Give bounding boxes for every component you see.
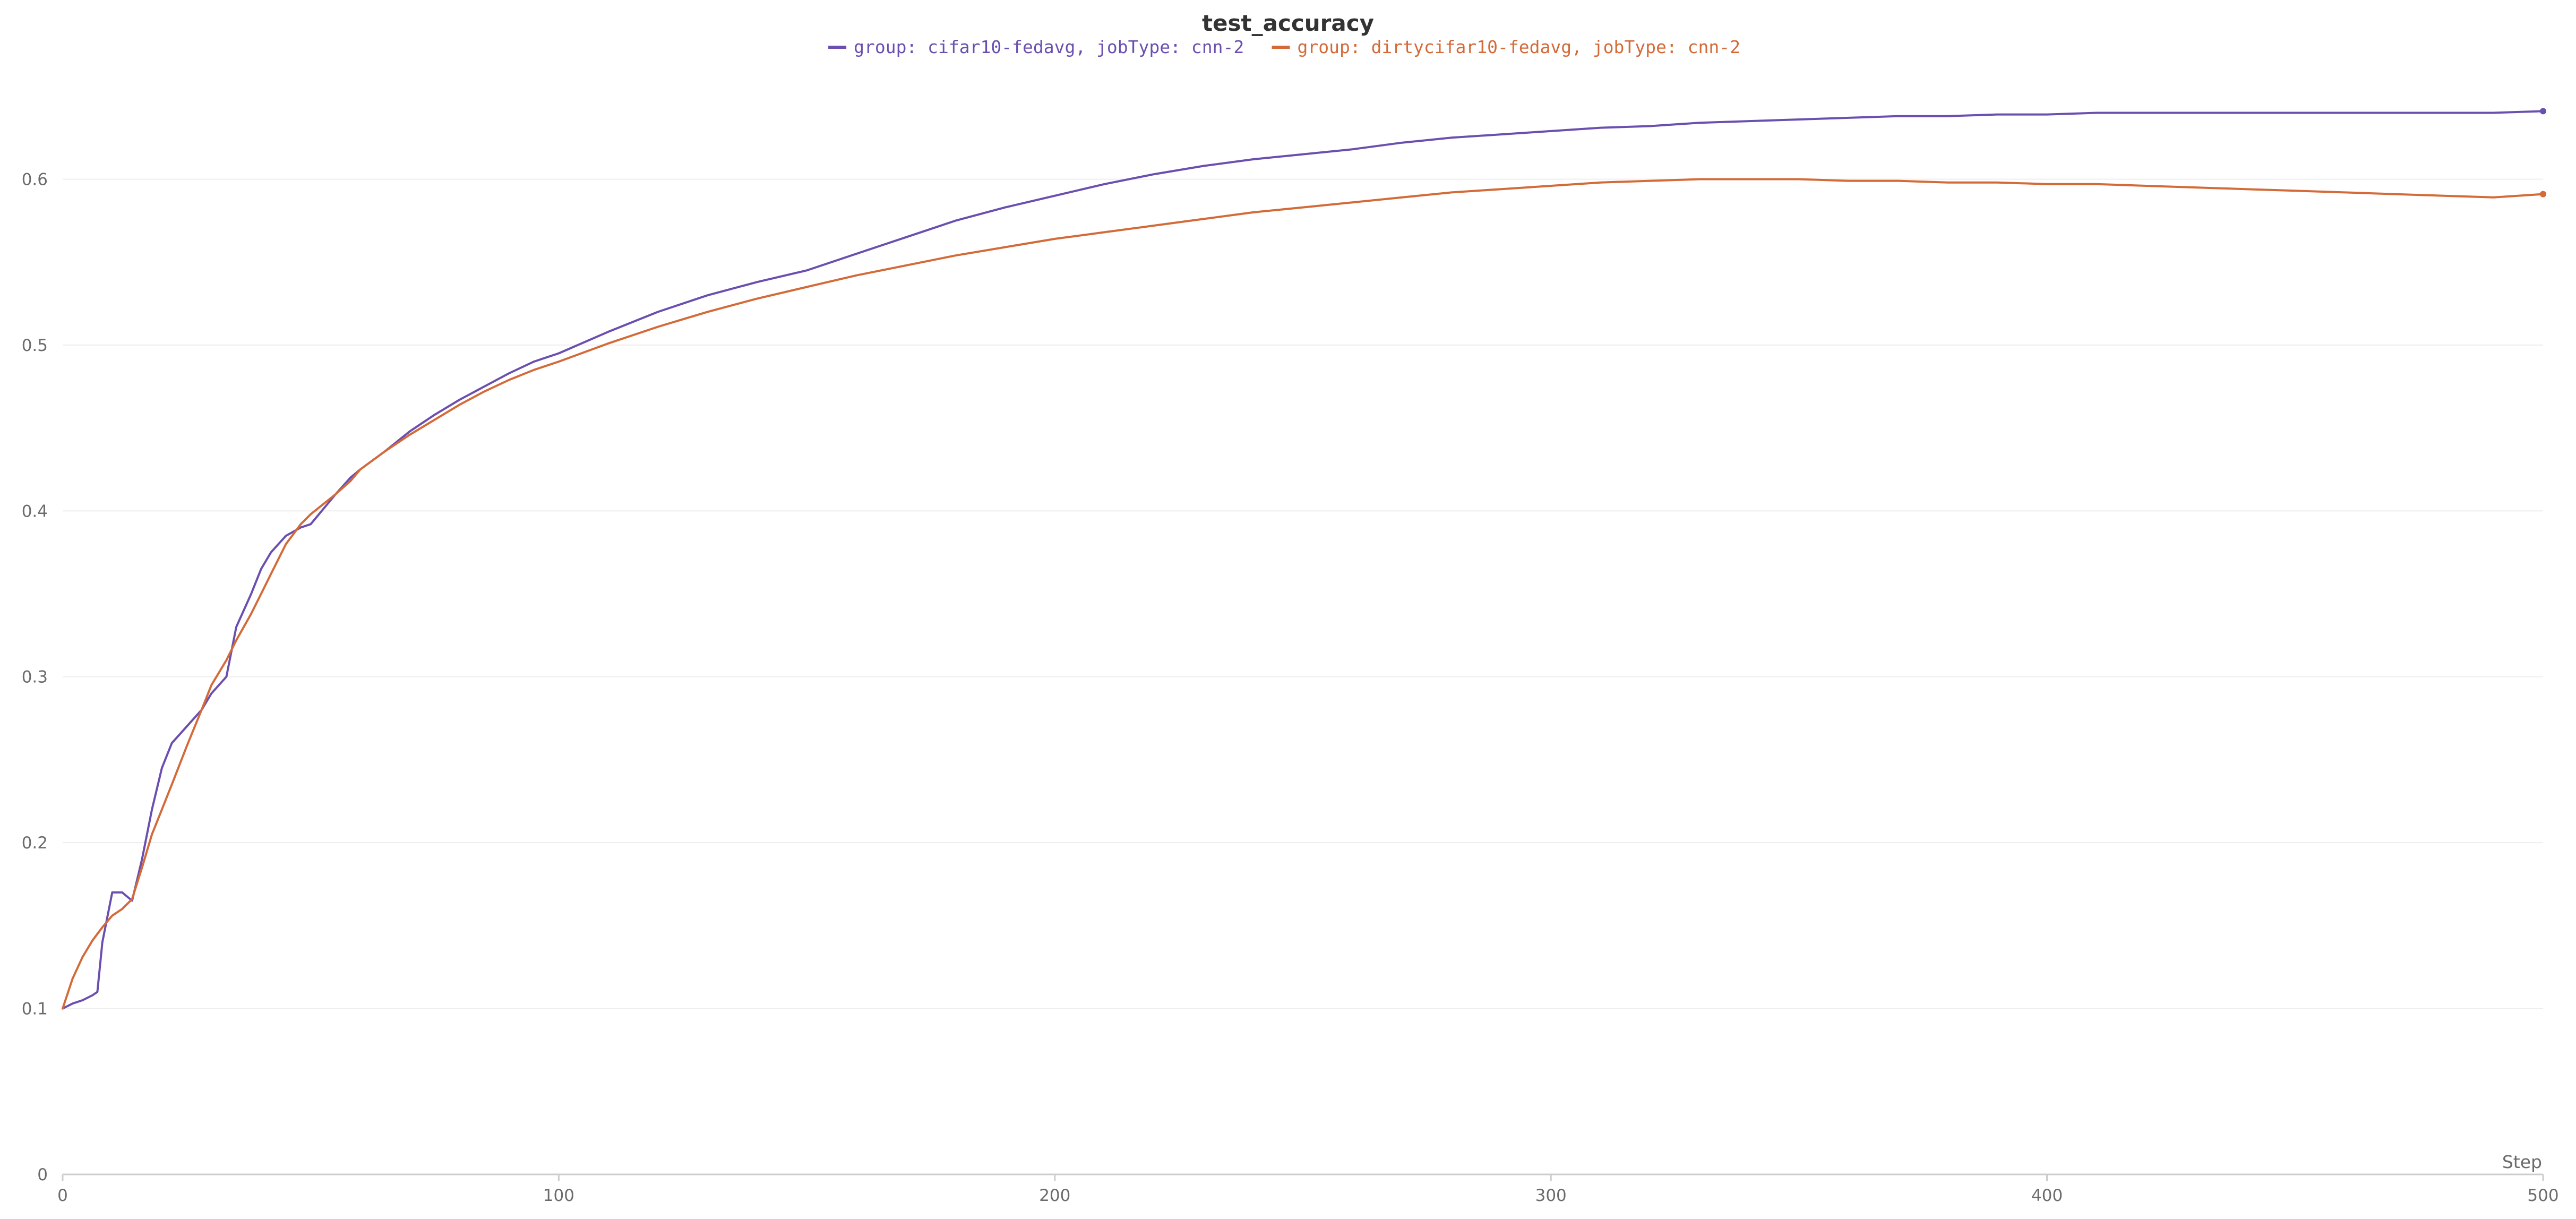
x-axis-label: Step [2502,1152,2542,1172]
x-tick-label: 500 [2527,1186,2558,1205]
x-axis-ticks: 0 100 200 300 400 500 [57,1174,2559,1205]
legend-label: group: dirtycifar10-fedavg, jobType: cnn… [1298,37,1740,57]
x-tick-label: 300 [1535,1186,1567,1205]
y-tick-label: 0.3 [22,668,48,687]
y-tick-label: 0.4 [22,502,48,521]
x-tick-label: 200 [1039,1186,1070,1205]
gridlines [63,178,2543,1009]
y-tick-label: 0.1 [22,1000,48,1019]
x-tick-label: 400 [2031,1186,2063,1205]
y-axis-ticks: 0 0.1 0.2 0.3 0.4 0.5 0.6 [22,170,48,1184]
x-tick-label: 100 [543,1186,574,1205]
chart-title: test_accuracy [1202,10,1374,36]
series-endpoint-2 [2540,191,2546,198]
y-tick-label: 0 [37,1165,48,1184]
legend-label: group: cifar10-fedavg, jobType: cnn-2 [854,37,1244,57]
y-tick-label: 0.6 [22,170,48,189]
x-tick-label: 0 [57,1186,68,1205]
legend: group: cifar10-fedavg, jobType: cnn-2 gro… [828,37,1740,57]
series-lines [62,108,2546,1010]
series-endpoint-1 [2540,108,2546,115]
y-tick-label: 0.5 [22,336,48,355]
series-line-1 [62,110,2544,1010]
legend-item: group: dirtycifar10-fedavg, jobType: cnn… [1272,37,1740,57]
y-tick-label: 0.2 [22,834,48,853]
series-line-2 [62,178,2544,1010]
legend-item: group: cifar10-fedavg, jobType: cnn-2 [828,37,1244,57]
